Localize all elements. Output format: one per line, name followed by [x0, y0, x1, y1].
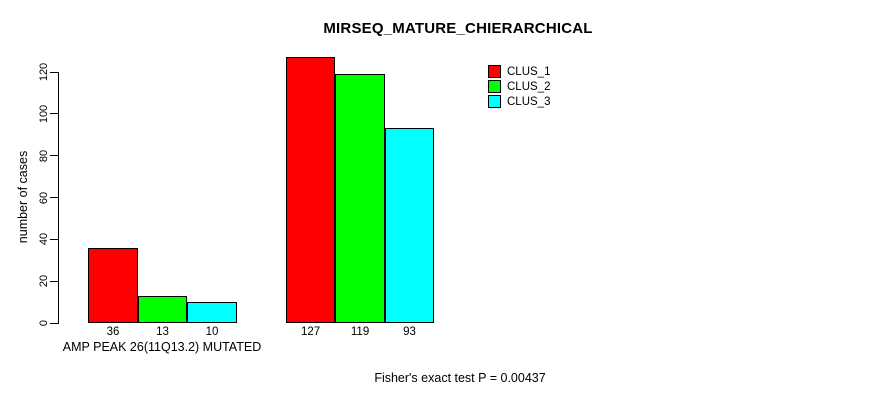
bar-value-label-clus_1-group1: 36: [106, 326, 120, 338]
bar-clus_3-group1: [187, 302, 237, 323]
y-axis-tick-100: [50, 113, 59, 115]
chart-title: MIRSEQ_MATURE_CHIERARCHICAL: [323, 20, 593, 37]
legend-label-clus_3: CLUS_3: [507, 95, 551, 108]
y-axis-tick-label-20: 20: [38, 275, 50, 288]
y-axis-tick-label-120: 120: [38, 62, 50, 82]
legend-swatch-clus_1: [488, 65, 501, 78]
bar-clus_1-group2: [285, 57, 336, 323]
legend-label-clus_2: CLUS_2: [507, 80, 551, 93]
bar-value-label-clus_3-group2: 93: [403, 326, 416, 338]
bar-clus_2-group2: [335, 74, 385, 323]
legend-row-clus_2: CLUS_2: [488, 79, 550, 94]
y-axis-tick-80: [50, 155, 59, 157]
legend-swatch-clus_3: [488, 95, 501, 108]
y-axis-tick-40: [50, 238, 59, 240]
legend-label-clus_1: CLUS_1: [507, 65, 551, 78]
bar-value-label-clus_3-group1: 10: [205, 326, 219, 338]
y-axis-tick-label-40: 40: [38, 233, 50, 246]
legend-row-clus_1: CLUS_1: [488, 64, 550, 79]
fisher-test-annotation: Fisher's exact test P = 0.00437: [374, 371, 546, 385]
y-axis-tick-label-100: 100: [38, 104, 50, 124]
y-axis-tick-label-60: 60: [38, 191, 50, 204]
x-axis-group-label: AMP PEAK 26(11Q13.2) MUTATED: [62, 340, 262, 354]
bar-value-label-clus_2-group2: 119: [350, 326, 370, 338]
y-axis-tick-60: [50, 197, 59, 198]
legend-row-clus_3: CLUS_3: [488, 94, 550, 109]
bar-clus_3-group2: [384, 128, 435, 323]
y-axis-tick-label-0: 0: [38, 319, 50, 327]
y-axis-tick-0: [50, 322, 59, 324]
bar-value-label-clus_1-group2: 127: [300, 326, 321, 338]
y-axis-tick-120: [50, 71, 59, 73]
legend: CLUS_1 CLUS_2 CLUS_3: [488, 64, 550, 109]
bar-clus_2-group1: [137, 295, 188, 323]
y-axis-tick-label-80: 80: [38, 149, 50, 162]
bar-value-label-clus_2-group1: 13: [156, 326, 169, 338]
bar-clus_1-group1: [88, 247, 138, 323]
y-axis-tick-20: [50, 280, 59, 282]
legend-swatch-clus_2: [488, 80, 501, 93]
y-axis-title: number of cases: [16, 150, 30, 244]
